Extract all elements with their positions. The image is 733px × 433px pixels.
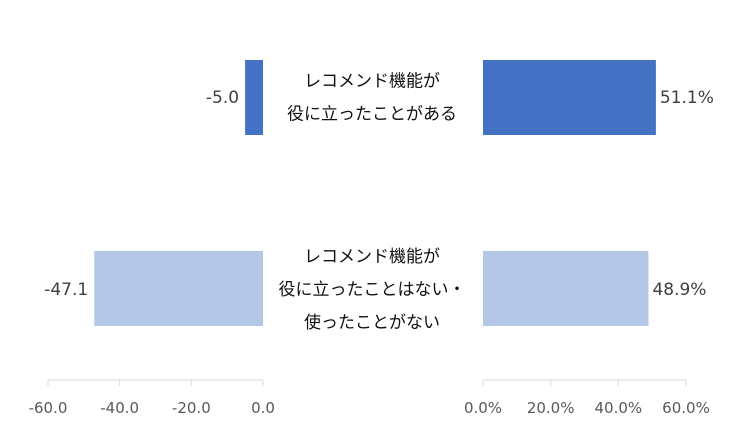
category-label-line: 使ったことがない [304,312,440,333]
category-label-line: 役に立ったことがある [287,105,457,125]
left-bar [245,60,263,135]
right-x-tick-label: 40.0% [595,399,643,417]
left-bar-data-label: -47.1 [44,280,88,300]
right-bar [483,60,656,135]
right-x-tick-label: 0.0% [464,399,502,417]
left-x-tick-label: -40.0 [100,399,139,417]
right-bar-data-label: 51.1% [660,88,714,108]
left-x-tick-label: -20.0 [172,399,211,417]
left-x-tick-label: 0.0 [251,399,275,417]
category-label-line: レコメンド機能が [304,72,440,92]
left-bar [94,251,263,326]
category-label-line: 役に立ったことはない・ [279,280,466,300]
right-x-tick-label: 20.0% [527,399,575,417]
right-bar [483,251,649,326]
right-x-tick-label: 60.0% [662,399,710,417]
right-bar-data-label: 48.9% [652,280,706,300]
category-label-line: レコメンド機能が [304,247,440,267]
left-bar-data-label: -5.0 [206,88,239,108]
left-x-tick-label: -60.0 [29,399,68,417]
